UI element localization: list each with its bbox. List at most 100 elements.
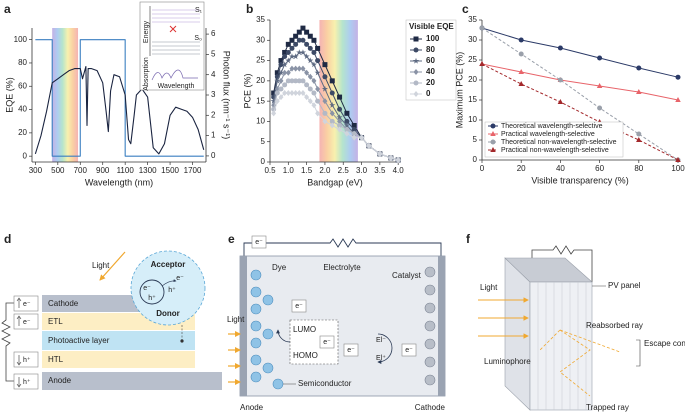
x-tick-label: 20 — [517, 164, 526, 173]
series-line — [481, 27, 679, 161]
marker — [277, 69, 285, 76]
electron-box — [319, 335, 335, 349]
x-tick-label: 80 — [634, 164, 643, 173]
x-tick-label: 1300 — [139, 166, 157, 175]
marker — [289, 90, 295, 97]
legend-label: 0 — [426, 89, 431, 98]
x-tick-label: 2.0 — [319, 166, 331, 175]
y2-tick-label: 6 — [211, 29, 216, 38]
electron-label: e⁻ — [295, 303, 303, 310]
marker — [307, 73, 313, 80]
marker — [282, 82, 288, 88]
x-tick-label: 100 — [671, 164, 685, 173]
marker — [293, 65, 299, 72]
x-tick-label: 3.0 — [356, 166, 368, 175]
marker — [296, 65, 302, 72]
y-tick-label: 30 — [468, 35, 477, 44]
marker — [479, 25, 485, 31]
legend-title: Visible EQE — [409, 22, 454, 31]
marker — [597, 105, 603, 111]
catalyst-particles — [424, 266, 436, 386]
y-tick-label: 5 — [473, 135, 478, 144]
redox-arrow — [377, 333, 393, 364]
marker — [315, 85, 321, 92]
marker — [395, 156, 401, 163]
marker — [322, 74, 328, 80]
exciton — [139, 279, 165, 305]
marker — [557, 45, 563, 51]
y-tick-label: 20 — [468, 75, 477, 84]
marker — [336, 114, 343, 121]
acceptor-label: Acceptor — [151, 260, 186, 269]
bracket — [636, 339, 641, 367]
y-tick-label: 10 — [468, 115, 477, 124]
marker — [413, 69, 419, 75]
marker — [343, 122, 350, 129]
electron-box — [343, 343, 359, 357]
marker — [296, 29, 302, 35]
dye-particles — [250, 269, 284, 390]
marker — [490, 131, 496, 136]
x-tick-label: 0.5 — [264, 166, 276, 175]
marker — [307, 45, 313, 51]
y2-tick-label: 5 — [211, 50, 216, 59]
marker — [311, 102, 317, 109]
marker — [278, 62, 284, 68]
marker — [278, 58, 284, 64]
panel-label: f — [466, 232, 471, 246]
hole-label: h⁺ — [23, 379, 31, 386]
marker — [596, 83, 603, 88]
light-label: Light — [480, 283, 498, 292]
marker — [304, 69, 310, 76]
y-tick-label: 5 — [261, 137, 266, 146]
marker — [557, 77, 563, 83]
hole-label: h⁺ — [23, 357, 31, 364]
y-tick-label: 20 — [18, 128, 27, 137]
rays — [539, 329, 621, 397]
marker — [300, 25, 306, 31]
inset-label: Absorption — [143, 57, 150, 91]
marker — [636, 137, 642, 142]
panel-f: f Light PV panel Reabsorbed ray Escape c… — [466, 232, 685, 412]
electron-label: e⁻ — [255, 239, 263, 246]
marker — [282, 69, 288, 76]
light-label: Light — [227, 315, 245, 324]
x-tick-label: 1.5 — [301, 166, 313, 175]
inset-label: Wavelength — [158, 83, 195, 90]
inset-cross — [169, 25, 177, 33]
zoom-circle — [130, 250, 206, 326]
marker — [675, 74, 681, 80]
cathode-label: Cathode — [415, 403, 446, 412]
y-tick-label: 25 — [468, 55, 477, 64]
inset-label: S₀ — [194, 35, 202, 42]
anode-layer — [42, 372, 222, 390]
marker — [314, 69, 321, 76]
marker — [557, 99, 564, 104]
marker — [271, 110, 277, 117]
marker — [344, 127, 350, 133]
y2-tick-label: 1 — [211, 131, 216, 140]
marker — [292, 53, 299, 60]
y-axis-label: Maximum PCE (%) — [454, 52, 464, 129]
marker — [597, 55, 603, 61]
catalyst-label: Catalyst — [392, 271, 422, 280]
marker — [307, 98, 313, 105]
legend-label: Practical non-wavelength-selective — [501, 147, 609, 154]
marker — [322, 118, 328, 125]
inset-spectrum — [151, 69, 198, 81]
series-line — [35, 39, 204, 157]
y-tick-label: 35 — [256, 15, 265, 24]
marker — [278, 77, 284, 84]
layer-label: ETL — [48, 317, 63, 326]
marker — [278, 94, 284, 101]
cathode-plate — [438, 256, 445, 396]
pv-panel-label: PV panel — [608, 281, 641, 290]
marker — [344, 130, 350, 137]
x-tick-label: 3.5 — [374, 166, 386, 175]
marker — [315, 45, 321, 51]
marker — [304, 82, 310, 88]
marker — [413, 36, 419, 42]
legend-label: 40 — [426, 67, 435, 76]
y-tick-label: 60 — [18, 81, 27, 90]
